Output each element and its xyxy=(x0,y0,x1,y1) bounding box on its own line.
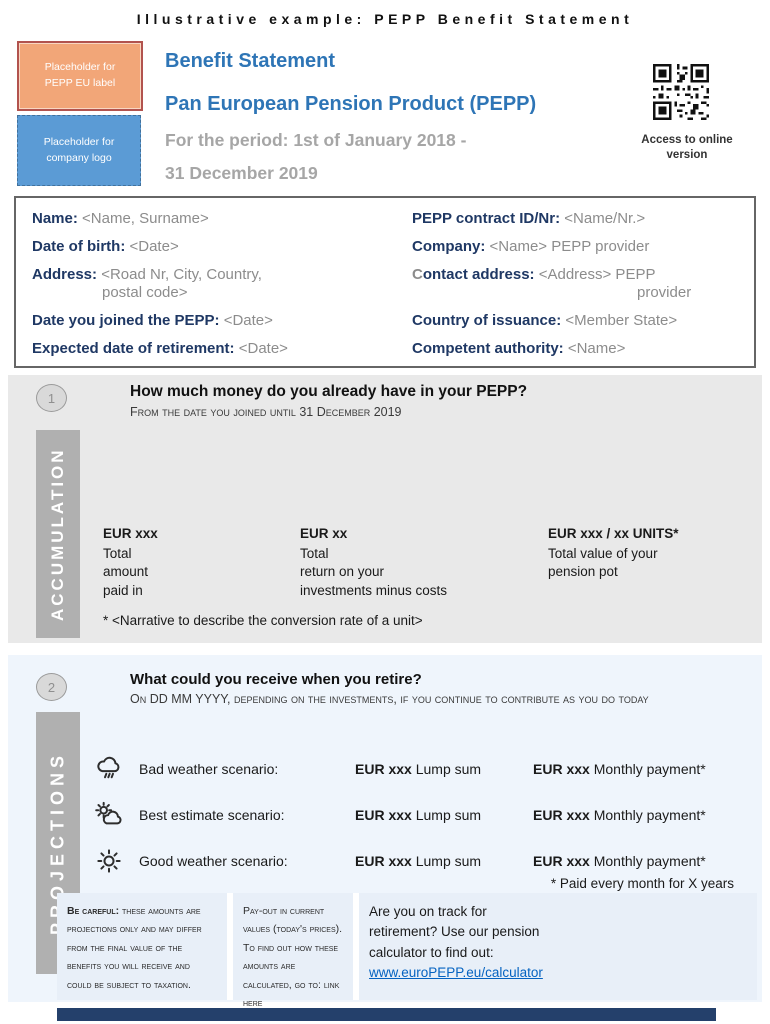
info-row-retirement: Expected date of retirement: <Date> xyxy=(32,340,288,357)
pepp-eu-label-text2: PEPP EU label xyxy=(44,77,116,89)
info-row-country: Country of issuance: <Member State> xyxy=(412,312,678,329)
monthly-payment-footnote: * Paid every month for X years xyxy=(550,876,734,891)
monthly-payment-value: EUR xxx Monthly payment* xyxy=(533,807,706,823)
info-row-birthdate: Date of birth: <Date> xyxy=(32,238,179,255)
info-right-column: PEPP contract ID/Nr: <Name/Nr.> Company:… xyxy=(412,209,742,367)
scenario-label: Good weather scenario: xyxy=(139,853,288,869)
info-row-name: Name: <Name, Surname> xyxy=(32,210,209,227)
lump-sum-value: EUR xxx Lump sum xyxy=(355,761,482,777)
next-page-band xyxy=(57,1008,716,1021)
paid-in-summary: EUR xxx Total amount paid in xyxy=(103,526,158,598)
section-number-badge: 2 xyxy=(36,673,67,701)
info-left-column: Name: <Name, Surname> Date of birth: <Da… xyxy=(32,209,392,367)
unit-conversion-footnote: * <Narrative to describe the conversion … xyxy=(103,613,423,628)
pepp-eu-label-text: Placeholder for xyxy=(44,61,116,74)
projections-section: 2 PROJECTIONS What could you receive whe… xyxy=(8,655,762,1009)
info-row-joined: Date you joined the PEPP: <Date> xyxy=(32,312,273,329)
caution-note: Be careful: these amounts are projection… xyxy=(57,893,227,1000)
info-row-company: Company: <Name> PEPP provider xyxy=(412,238,650,255)
scenario-row-good-weather: Good weather scenario: EUR xxx Lump sum … xyxy=(93,845,748,877)
scenario-label: Bad weather scenario: xyxy=(139,761,279,777)
company-logo-placeholder: Placeholder for company logo xyxy=(17,115,141,186)
rain-cloud-icon xyxy=(93,753,139,785)
monthly-payment-value: EUR xxx Monthly payment* xyxy=(533,761,706,777)
qr-caption: Access to online version xyxy=(641,134,733,161)
return-summary: EUR xx Total return on your investments … xyxy=(300,526,448,598)
monthly-payment-value: EUR xxx Monthly payment* xyxy=(533,853,706,869)
pension-calculator-link[interactable]: www.euroPEPP.eu/calculator xyxy=(369,964,543,980)
company-logo-text: Placeholder for xyxy=(43,135,115,148)
info-row-contract-id: PEPP contract ID/Nr: <Name/Nr.> xyxy=(412,210,646,227)
projections-heading: What could you receive when you retire? xyxy=(130,671,422,688)
notes-row: Be careful: these amounts are projection… xyxy=(57,893,757,1009)
qr-code-icon[interactable] xyxy=(648,64,714,120)
section-number-badge: 1 xyxy=(36,384,67,412)
company-logo-text2: company logo xyxy=(46,151,112,164)
payout-note: Pay-out in current values (today's price… xyxy=(233,893,353,1009)
statement-title: Benefit Statement xyxy=(165,50,336,72)
accumulation-rail-label: ACCUMULATION xyxy=(36,430,80,638)
period-line2: 31 December 2019 xyxy=(165,163,318,183)
info-row-authority: Competent authority: <Name> xyxy=(412,340,626,357)
scenario-label: Best estimate scenario: xyxy=(139,807,285,823)
info-row-contact-address: Contact address: <Address> PEPP provider xyxy=(412,266,692,301)
scenario-row-bad-weather: Bad weather scenario: EUR xxx Lump sum E… xyxy=(93,753,748,785)
calculator-note: Are you on track for retirement? Use our… xyxy=(359,893,757,1000)
sun-icon xyxy=(93,845,139,877)
period-line1: For the period: 1st of January 2018 - xyxy=(165,130,467,150)
info-row-address: Address: <Road Nr, City, Country, postal… xyxy=(32,266,262,301)
scenario-row-best-estimate: Best estimate scenario: EUR xxx Lump sum… xyxy=(93,799,748,831)
product-title: Pan European Pension Product (PEPP) xyxy=(165,93,537,115)
sun-behind-cloud-icon xyxy=(93,799,139,831)
document-title: Illustrative example: PEPP Benefit State… xyxy=(136,11,634,27)
policyholder-info-box: Name: <Name, Surname> Date of birth: <Da… xyxy=(14,196,756,368)
pot-value-summary: EUR xxx / xx UNITS* Total value of your … xyxy=(548,526,679,579)
lump-sum-value: EUR xxx Lump sum xyxy=(355,807,482,823)
accumulation-section: 1 ACCUMULATION How much money do you alr… xyxy=(8,375,762,896)
lump-sum-value: EUR xxx Lump sum xyxy=(355,853,482,869)
accumulation-heading: How much money do you already have in yo… xyxy=(130,383,528,400)
accumulation-subheading: From the date you joined until 31 Decemb… xyxy=(130,405,402,419)
projections-subheading: On DD MM YYYY, depending on the investme… xyxy=(130,692,649,706)
pepp-eu-label-placeholder: Placeholder for PEPP EU label xyxy=(17,41,143,111)
